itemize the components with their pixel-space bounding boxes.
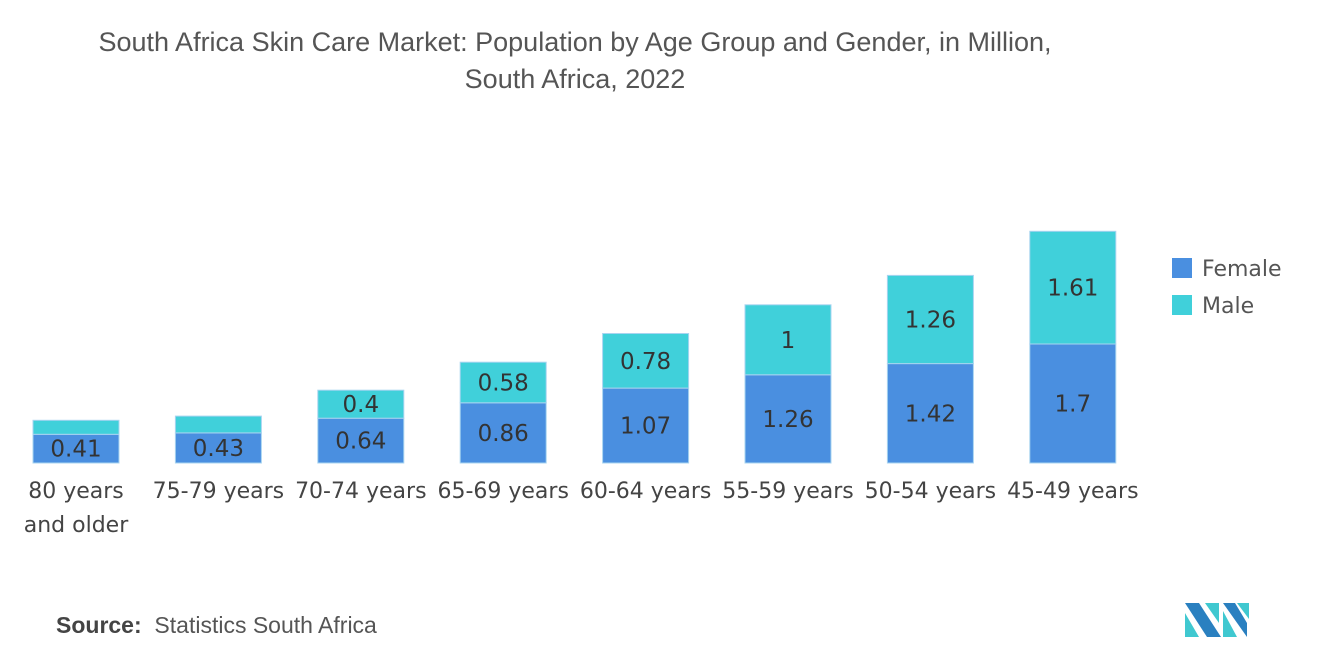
x-tick-label: 45-49 years <box>1007 479 1138 504</box>
bar-female <box>1029 343 1117 464</box>
legend-label: Female <box>1202 257 1282 282</box>
bar-female <box>602 387 690 464</box>
source-label: Source: <box>56 612 142 638</box>
source-text: Statistics South Africa <box>154 612 377 638</box>
bar-female <box>317 417 405 464</box>
x-tick-label: 50-54 years <box>865 479 996 504</box>
title-line: South Africa Skin Care Market: Populatio… <box>98 27 1052 57</box>
subtitle-line: South Africa, 2022 <box>464 64 686 94</box>
source-note: Source: Statistics South Africa <box>56 612 377 639</box>
data-label: 0.78 <box>620 349 671 375</box>
bar-female <box>32 433 120 464</box>
data-label: 0.58 <box>478 371 529 397</box>
data-label: 1.61 <box>1047 276 1098 302</box>
legend-label: Male <box>1202 294 1254 319</box>
data-label: 0.43 <box>193 436 244 462</box>
bar-male <box>744 304 832 376</box>
data-label: 1.07 <box>620 414 671 440</box>
x-tick-label: 80 years <box>28 479 124 504</box>
data-label: 0.86 <box>478 421 529 447</box>
data-label: 1.7 <box>1055 392 1092 418</box>
legend-swatch-female <box>1172 258 1192 278</box>
bar-male <box>886 274 974 365</box>
x-tick-label: 55-59 years <box>722 479 853 504</box>
data-label: 1 <box>781 328 796 354</box>
data-label: 1.42 <box>905 401 956 427</box>
legend-swatch-male <box>1172 295 1192 315</box>
data-label: 0.64 <box>335 429 386 455</box>
x-tick-label: 65-69 years <box>437 479 568 504</box>
bar-male <box>602 333 690 389</box>
data-label: 1.26 <box>905 308 956 334</box>
bar-male <box>459 361 547 404</box>
x-tick-label: 75-79 years <box>153 479 284 504</box>
bar-female <box>744 374 832 464</box>
brand-logo <box>1185 603 1249 637</box>
data-label: 0.4 <box>343 392 380 418</box>
data-label: 0.41 <box>50 437 101 463</box>
bar-male <box>317 389 405 419</box>
data-label: 1.26 <box>762 407 813 433</box>
x-tick-label: 70-74 years <box>295 479 426 504</box>
bar-female <box>459 402 547 464</box>
x-tick-label: and older <box>24 513 129 538</box>
x-tick-label: 60-64 years <box>580 479 711 504</box>
bar-female <box>886 363 974 464</box>
bar-male <box>174 415 262 434</box>
chart-title: South Africa Skin Care Market: Populatio… <box>0 24 1150 98</box>
bar-male <box>32 419 120 435</box>
bar-male <box>1029 230 1117 345</box>
bar-female <box>174 432 262 464</box>
